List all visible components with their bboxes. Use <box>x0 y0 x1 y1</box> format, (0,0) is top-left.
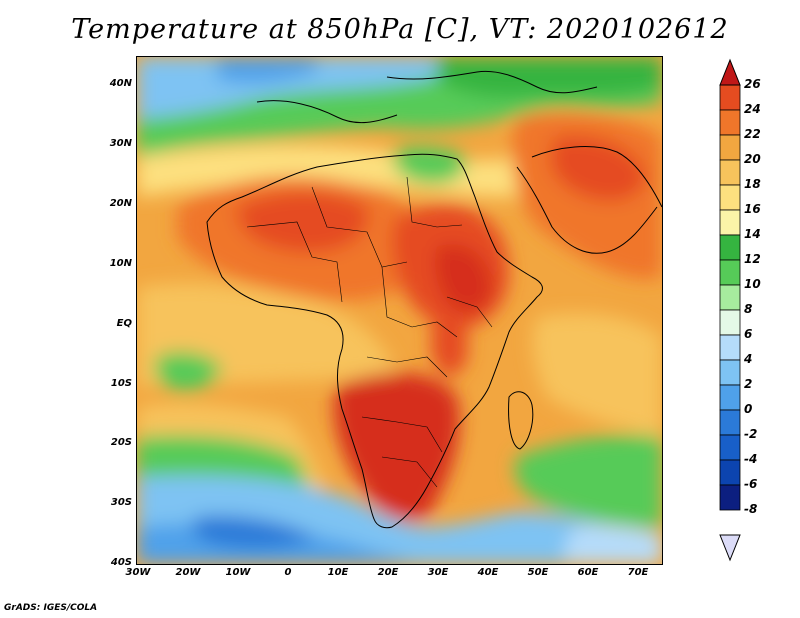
lat-label-30n: 30N <box>109 138 132 149</box>
lat-label-40s: 40S <box>110 557 132 568</box>
colorbar-label-18: 18 <box>744 177 761 191</box>
colorbar-label-neg8: -8 <box>744 502 758 516</box>
colorbar-label-22: 22 <box>744 127 761 141</box>
lon-label-30w: 30W <box>125 567 151 578</box>
colorbar-swatch <box>719 459 741 486</box>
lon-label-10w: 10W <box>225 567 251 578</box>
colorbar-swatch <box>719 334 741 361</box>
colorbar-swatch <box>719 284 741 311</box>
colorbar-swatch <box>719 209 741 236</box>
country-borders <box>246 176 493 488</box>
colorbar-swatch <box>719 384 741 411</box>
lon-label-50e: 50E <box>527 567 549 578</box>
colorbar-label-16: 16 <box>744 202 761 216</box>
lon-label-0: 0 <box>284 567 292 578</box>
lon-label-30e: 30E <box>427 567 449 578</box>
colorbar-swatch <box>719 359 741 386</box>
colorbar-label-8: 8 <box>744 302 753 316</box>
lat-label-10n: 10N <box>109 258 132 269</box>
colorbar-label-2: 2 <box>744 377 753 391</box>
map-canvas <box>137 57 662 564</box>
colorbar-label-12: 12 <box>744 252 761 266</box>
colorbar-label-4: 4 <box>744 352 753 366</box>
colorbar-swatch <box>719 259 741 286</box>
colorbar-swatches <box>719 84 741 511</box>
colorbar-label-20: 20 <box>744 152 761 166</box>
colorbar-label-10: 10 <box>744 277 761 291</box>
colorbar-swatch <box>719 309 741 336</box>
colorbar-swatch <box>719 184 741 211</box>
colorbar-swatch <box>719 134 741 161</box>
colorbar-label-26: 26 <box>744 77 761 91</box>
colorbar-swatch <box>719 409 741 436</box>
lon-label-20e: 20E <box>377 567 399 578</box>
credit-text: GrADS: IGES/COLA <box>4 603 98 613</box>
colorbar-label-0: 0 <box>744 402 753 416</box>
colorbar-under-triangle <box>719 534 741 562</box>
lat-label-40n: 40N <box>109 78 132 89</box>
colorbar-swatch <box>719 84 741 111</box>
colorbar <box>719 58 741 562</box>
colorbar-swatch <box>719 484 741 511</box>
colorbar-label-14: 14 <box>744 227 761 241</box>
colorbar-label-neg6: -6 <box>744 477 758 491</box>
colorbar-over-triangle <box>719 58 741 86</box>
colorbar-label-6: 6 <box>744 327 753 341</box>
chart-title: Temperature at 850hPa [C], VT: 202010261… <box>71 14 729 45</box>
colorbar-swatch <box>719 159 741 186</box>
lon-label-40e: 40E <box>477 567 499 578</box>
lon-label-70e: 70E <box>627 567 649 578</box>
lat-label-20n: 20N <box>109 198 132 209</box>
lat-label-30s: 30S <box>110 497 132 508</box>
coastlines <box>206 70 662 529</box>
colorbar-label-neg2: -2 <box>744 427 758 441</box>
lat-label-10s: 10S <box>110 378 132 389</box>
temperature-field <box>137 57 662 564</box>
colorbar-swatch <box>719 434 741 461</box>
lon-label-60e: 60E <box>577 567 599 578</box>
lon-label-20w: 20W <box>175 567 201 578</box>
colorbar-swatch <box>719 234 741 261</box>
colorbar-swatch <box>719 109 741 136</box>
colorbar-label-neg4: -4 <box>744 452 758 466</box>
lon-label-10e: 10E <box>327 567 349 578</box>
temperature-map <box>136 56 663 565</box>
colorbar-label-24: 24 <box>744 102 761 116</box>
lat-label-eq: EQ <box>116 318 132 329</box>
lat-label-20s: 20S <box>110 437 132 448</box>
